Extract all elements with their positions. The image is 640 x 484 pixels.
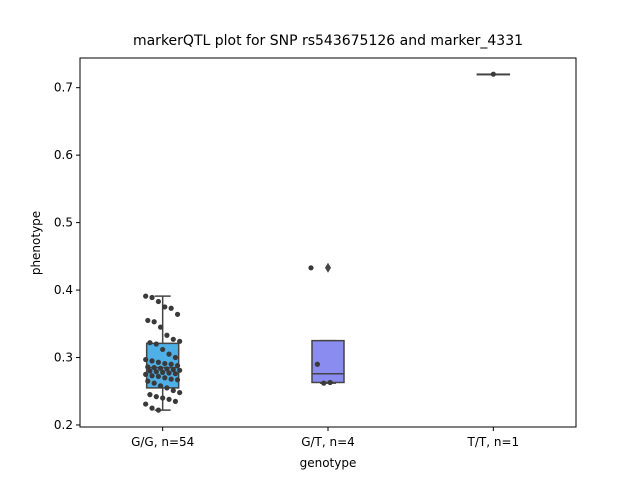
strip-point: [153, 341, 159, 347]
strip-point: [143, 401, 149, 407]
strip-point: [160, 346, 166, 353]
chart-title: markerQTL plot for SNP rs543675126 and m…: [133, 33, 523, 49]
strip-point: [172, 354, 179, 361]
outlier: [325, 262, 331, 273]
strip-point: [149, 294, 155, 301]
strip-point: [147, 340, 153, 346]
strip-point: [149, 405, 155, 411]
strip-point: [162, 375, 168, 381]
strip-point: [157, 365, 164, 371]
y-tick-label: 0.3: [54, 351, 73, 365]
strip-point: [174, 377, 181, 383]
strip-point: [166, 370, 172, 376]
strip-point: [147, 392, 153, 398]
strip-point: [170, 387, 176, 394]
strip-point: [172, 398, 179, 404]
strip-point: [166, 351, 172, 357]
strip-point: [490, 71, 496, 77]
strip-point: [162, 304, 168, 310]
strip-point: [143, 371, 149, 377]
x-tick-label: T/T, n=1: [467, 435, 520, 449]
y-axis-label: phenotype: [29, 211, 43, 275]
strip-point: [143, 293, 149, 299]
strip-point: [168, 376, 174, 382]
strip-point: [151, 319, 157, 325]
strip-point: [145, 317, 151, 324]
strip-point: [177, 338, 183, 344]
box: [311, 339, 345, 384]
strip-point: [177, 389, 183, 396]
strip-point: [168, 361, 174, 367]
y-tick-label: 0.2: [54, 418, 73, 432]
strip-point: [164, 332, 170, 338]
x-axis-label: genotype: [300, 456, 357, 470]
strip-point: [155, 298, 162, 305]
strip-point: [151, 365, 157, 371]
strip-point: [170, 336, 176, 342]
y-tick-label: 0.4: [54, 283, 73, 297]
strip-point: [172, 371, 179, 377]
strip-point: [143, 356, 149, 363]
strip-point: [149, 358, 155, 364]
strip-point: [157, 383, 164, 389]
strip-point: [155, 373, 162, 380]
strip-point: [147, 368, 153, 374]
strip-point: [327, 379, 333, 386]
y-tick-label: 0.6: [54, 148, 73, 162]
strip-point: [170, 367, 176, 373]
strip-point: [155, 359, 162, 365]
strip-point: [145, 378, 151, 384]
x-tick-label: G/G, n=54: [131, 435, 194, 449]
y-tick-label: 0.5: [54, 216, 73, 230]
strip-point: [308, 265, 314, 271]
strip-point: [155, 407, 162, 413]
strip-point: [151, 380, 157, 386]
strip-point: [321, 380, 327, 386]
strip-point: [145, 364, 151, 370]
y-tick-label: 0.7: [54, 81, 73, 95]
strip-point: [153, 394, 159, 400]
strip-point: [164, 385, 170, 391]
strip-point: [149, 373, 155, 379]
strip-point: [162, 360, 168, 367]
strip-point: [164, 366, 170, 372]
strip-point: [168, 305, 174, 311]
strip-point: [174, 363, 181, 369]
x-tick-label: G/T, n=4: [301, 435, 355, 449]
strip-point: [153, 369, 159, 375]
strip-point: [157, 324, 164, 330]
strip-point: [177, 367, 183, 373]
strip-point: [160, 369, 166, 375]
strip-point: [314, 361, 320, 367]
strip-point: [174, 311, 181, 317]
strip-point: [160, 395, 166, 401]
strip-point: [166, 396, 172, 402]
